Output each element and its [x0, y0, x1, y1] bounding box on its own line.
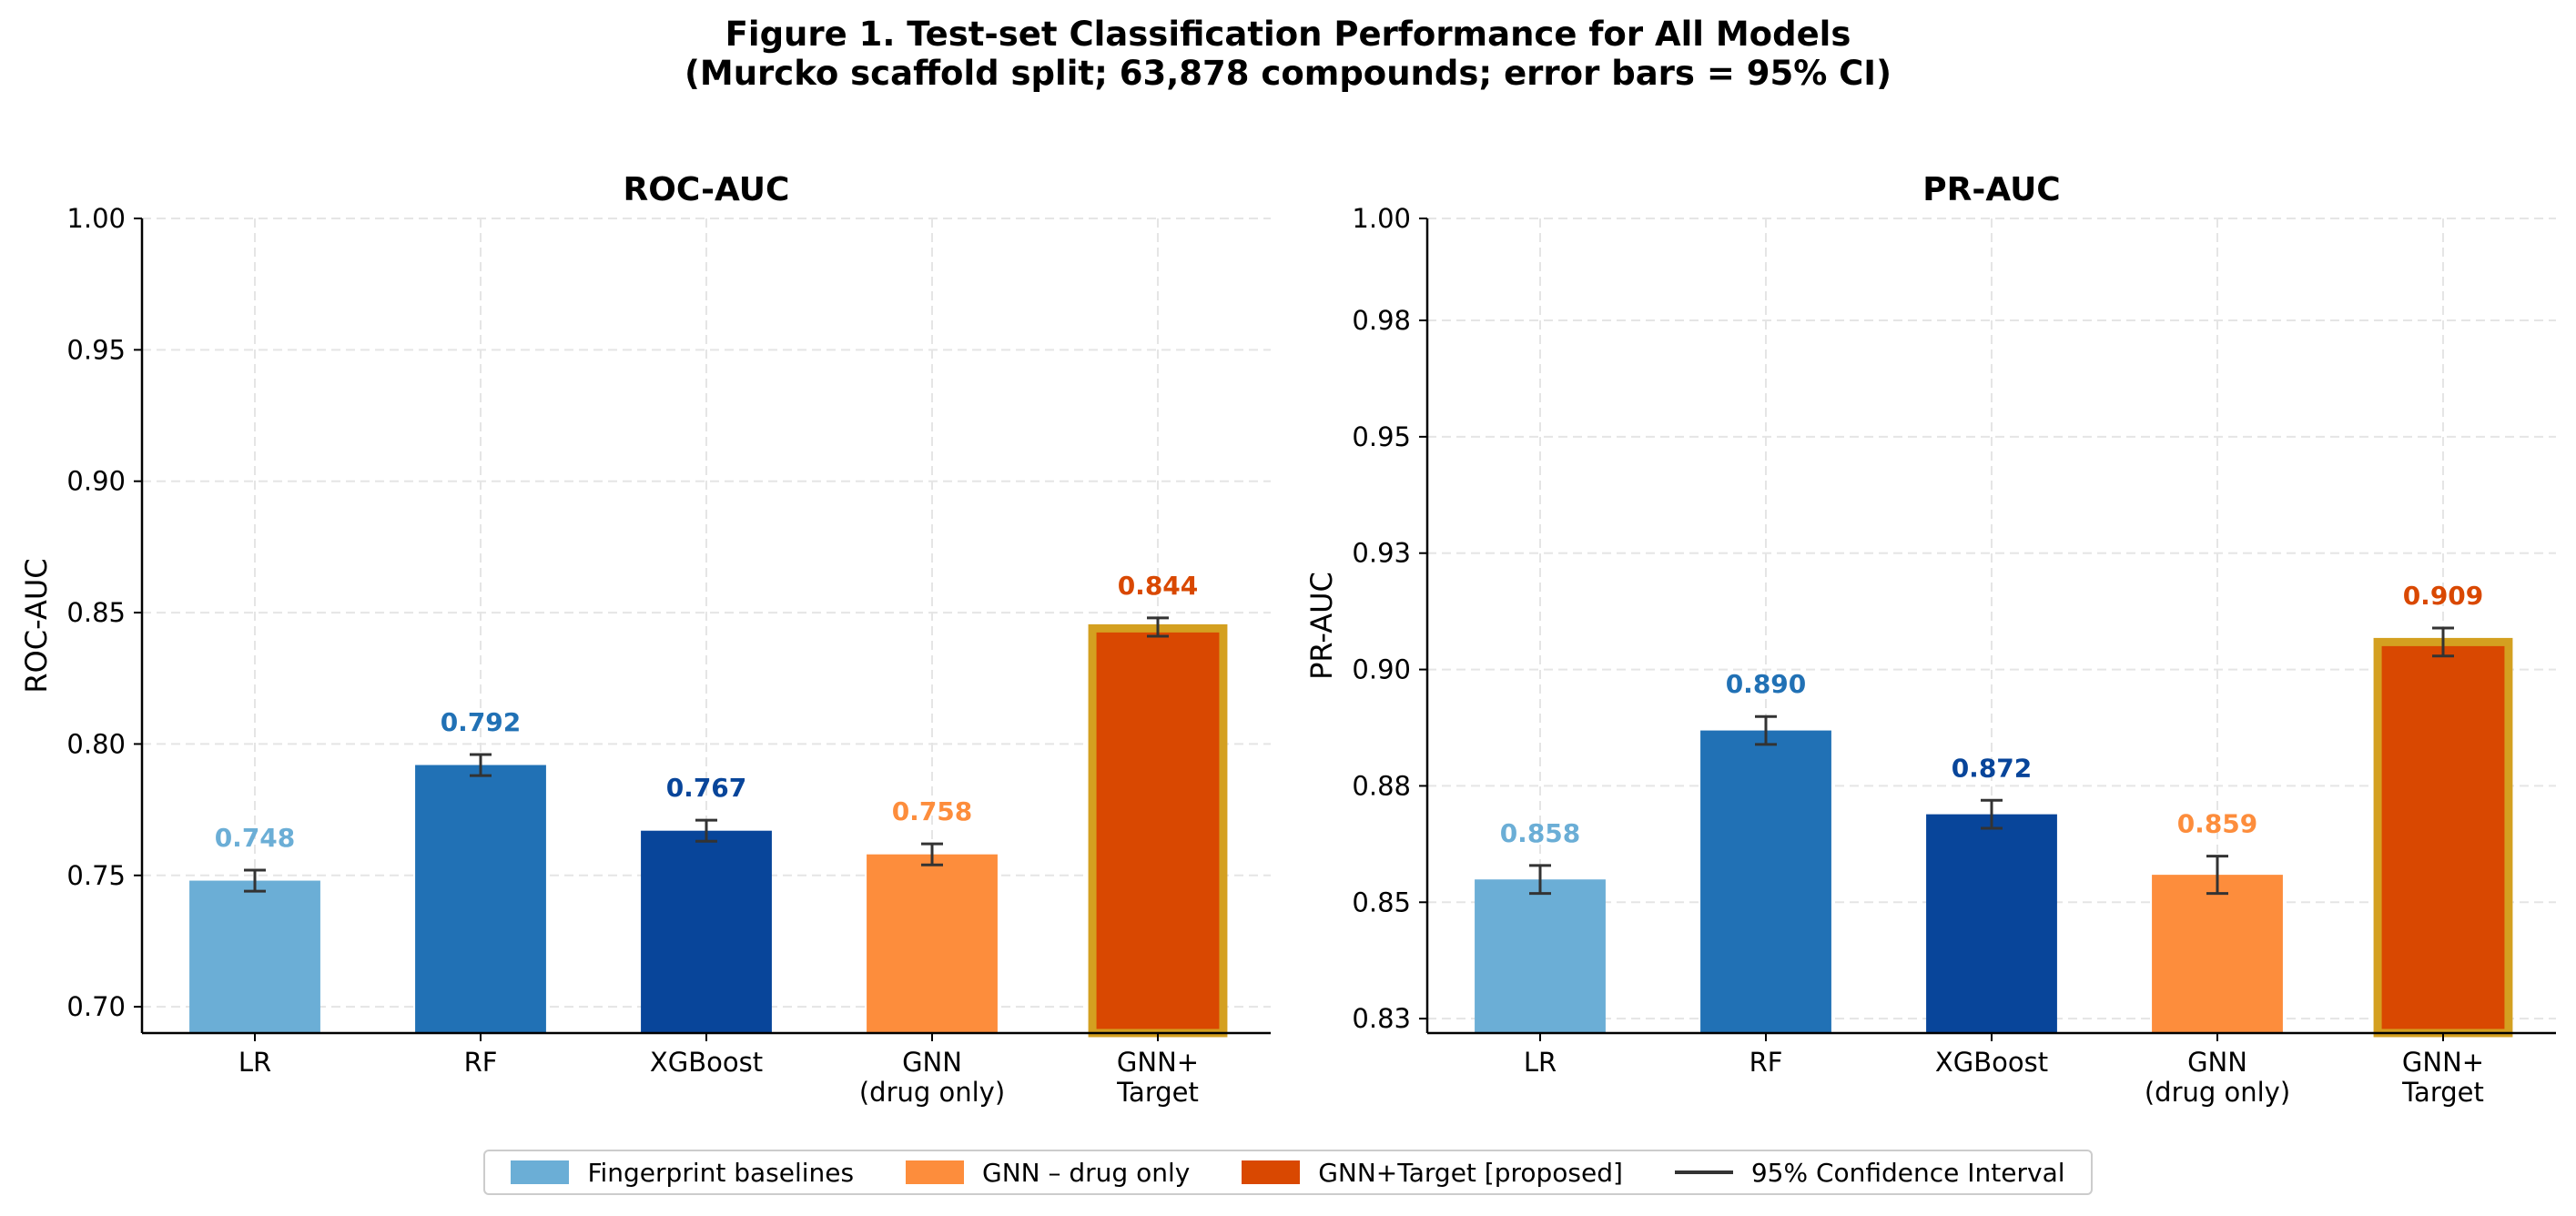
- value-label: 0.792: [441, 707, 522, 737]
- legend-label-gnn-drug: GNN – drug only: [982, 1157, 1191, 1188]
- figure-title-line2: (Murcko scaffold split; 63,878 compounds…: [684, 54, 1891, 93]
- y-tick-label: 0.80: [66, 728, 126, 759]
- y-tick-label: 0.83: [1352, 1003, 1411, 1034]
- y-tick-label: 0.70: [66, 991, 126, 1022]
- legend-item-fingerprint: Fingerprint baselines: [511, 1158, 854, 1188]
- y-tick-label: 0.98: [1352, 305, 1411, 336]
- x-tick-label: RF: [464, 1047, 498, 1078]
- x-tick-label: LR: [238, 1047, 271, 1078]
- bar-0: [1475, 879, 1606, 1033]
- value-label: 0.872: [1952, 753, 2033, 783]
- bar-4: [1088, 623, 1228, 1038]
- value-label: 0.858: [1500, 818, 1581, 848]
- bar-1: [1700, 730, 1831, 1033]
- pr-auc-panel: PR-AUC 0.83 0.85 0.88 0.90 0.93 0.95 0.98 1.00 PR…: [1304, 171, 2556, 1108]
- panel-title: PR-AUC: [1922, 171, 2060, 208]
- x-tick-label: GNN+ Target: [2401, 1047, 2484, 1108]
- x-tick-label: RF: [1749, 1047, 1783, 1078]
- legend-swatch-gnn-target: [1242, 1160, 1301, 1184]
- legend-item-ci: 95% Confidence Interval: [1674, 1157, 2065, 1188]
- y-tick-label: 0.75: [66, 860, 126, 891]
- x-tick-label: GNN (drug only): [2145, 1047, 2290, 1108]
- bar-3: [867, 854, 998, 1033]
- value-label: 0.844: [1118, 571, 1199, 601]
- value-label: 0.859: [2177, 809, 2258, 839]
- value-label: 0.748: [215, 823, 296, 853]
- x-tick-label: GNN (drug only): [859, 1047, 1005, 1108]
- bar-0: [189, 880, 320, 1033]
- value-label: 0.767: [666, 773, 747, 803]
- y-axis-label: PR-AUC: [1304, 572, 1339, 680]
- y-tick-label: 0.93: [1352, 538, 1411, 569]
- x-tick-label: XGBoost: [1935, 1047, 2048, 1078]
- y-tick-label: 0.90: [1352, 654, 1411, 685]
- y-tick-label: 1.00: [1352, 203, 1411, 234]
- y-tick-label: 0.85: [66, 597, 126, 628]
- value-label: 0.909: [2403, 581, 2484, 611]
- roc-auc-panel: ROC-AUC 0.70 0.75 0.80 0.85 0.90 0.95 1.00 ROC-A…: [19, 171, 1271, 1108]
- legend-swatch-fingerprint: [511, 1160, 570, 1184]
- x-tick-label: XGBoost: [650, 1047, 763, 1078]
- legend-line-ci: [1674, 1170, 1733, 1174]
- y-tick-label: 0.85: [1352, 887, 1411, 917]
- y-tick-label: 0.90: [66, 466, 126, 497]
- x-tick-label: GNN+ Target: [1116, 1047, 1199, 1108]
- legend-item-gnn-drug: GNN – drug only: [906, 1158, 1190, 1188]
- x-tick-label: LR: [1524, 1047, 1557, 1078]
- value-label: 0.758: [892, 796, 973, 826]
- bar-2: [641, 830, 772, 1033]
- figure-title-line1: Figure 1. Test-set Classification Perfor…: [725, 15, 1851, 54]
- legend-label-ci: 95% Confidence Interval: [1750, 1157, 2065, 1188]
- legend-label-fingerprint: Fingerprint baselines: [587, 1157, 855, 1188]
- legend-swatch-gnn-drug: [906, 1160, 964, 1184]
- bar-4: [2373, 637, 2513, 1038]
- y-axis-label: ROC-AUC: [19, 558, 54, 693]
- y-tick-label: 0.95: [66, 334, 126, 365]
- value-label: 0.890: [1726, 669, 1807, 699]
- y-tick-label: 0.95: [1352, 421, 1411, 452]
- legend: Fingerprint baselines GNN – drug only GN…: [483, 1150, 2093, 1195]
- panel-title: ROC-AUC: [624, 171, 790, 208]
- y-tick-label: 1.00: [66, 203, 126, 234]
- bar-3: [2152, 875, 2283, 1033]
- legend-item-gnn-target: GNN+Target [proposed]: [1242, 1158, 1623, 1188]
- bar-1: [415, 765, 546, 1033]
- legend-label-gnn-target: GNN+Target [proposed]: [1318, 1157, 1623, 1188]
- bar-2: [1926, 814, 2057, 1033]
- y-tick-label: 0.88: [1352, 770, 1411, 801]
